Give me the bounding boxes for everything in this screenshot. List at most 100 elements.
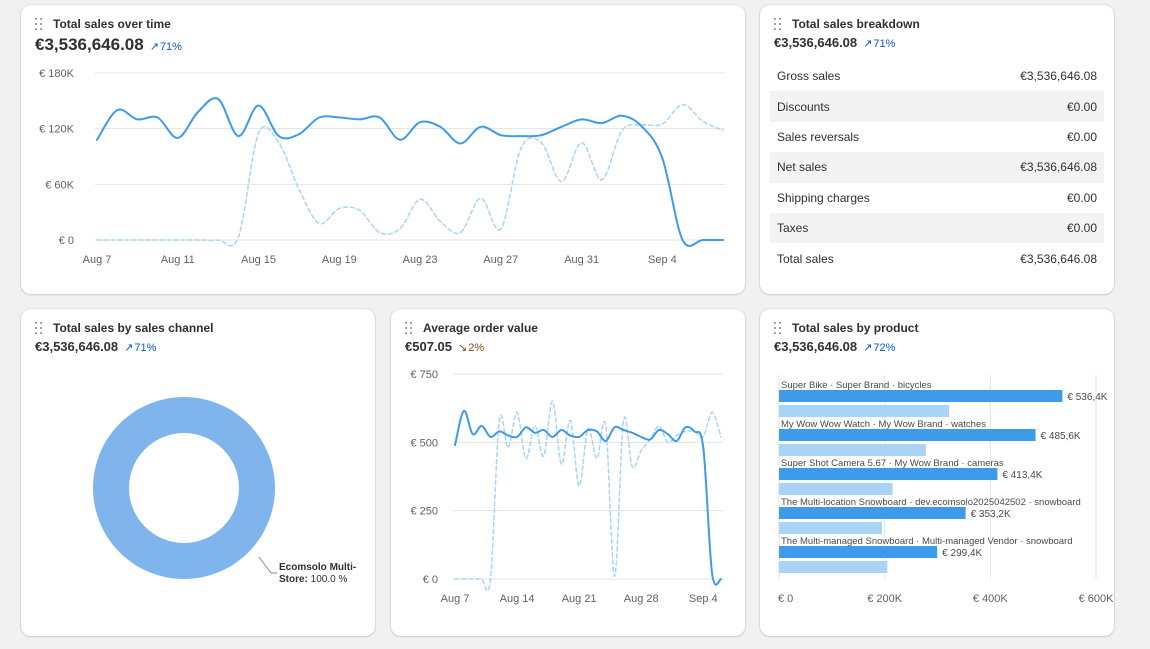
sales-by-channel-chart[interactable]: Ecomsolo Multi-Store: 100.0 % — [21, 309, 375, 636]
card-title[interactable]: Total sales by product — [792, 321, 919, 335]
metric-value: €507.05 — [405, 339, 452, 354]
y-tick-label: € 120K — [39, 124, 75, 136]
row-value: €0.00 — [1066, 99, 1097, 114]
y-tick-label: € 250 — [410, 506, 438, 518]
y-tick-label: € 60K — [45, 179, 74, 191]
x-tick-label: Aug 21 — [562, 593, 597, 605]
bar-primary — [779, 468, 998, 480]
bar-comparison — [779, 405, 950, 417]
x-tick-label: Aug 14 — [500, 593, 535, 605]
leader-line — [258, 556, 277, 574]
drag-handle-icon[interactable] — [405, 322, 415, 334]
bar-category-label: Super Shot Camera 5.67 · My Wow Brand · … — [781, 458, 1004, 469]
table-row: Sales reversals €0.00 — [770, 122, 1104, 152]
arrow-up-right-icon: ↗ — [863, 38, 873, 50]
trend-badge: ↗72% — [863, 342, 896, 354]
bar-value-label: € 353,2K — [971, 509, 1011, 520]
bar-comparison — [779, 522, 883, 534]
bar-value-label: € 413,4K — [1002, 470, 1042, 481]
drag-handle-icon[interactable] — [774, 322, 784, 334]
trend-badge: ↗71% — [149, 41, 182, 53]
x-tick-label: Aug 7 — [83, 254, 112, 266]
bar-comparison — [779, 483, 893, 495]
row-value: €3,536,646.08 — [1020, 160, 1097, 175]
arrow-up-right-icon: ↗ — [863, 342, 873, 354]
slice-label: Ecomsolo Multi- — [279, 562, 356, 573]
average-order-value-chart[interactable]: € 0 € 250 € 500 € 750 Aug 7 Aug 14 Aug 21 Aug 2… — [391, 309, 745, 636]
trend-badge: ↗71% — [863, 38, 896, 50]
bar-value-label: € 299,4K — [942, 548, 982, 559]
sales-over-time-card: Total sales over time €3,536,646.08 ↗71%… — [21, 5, 745, 294]
table-row: Gross sales €3,536,646.08 — [770, 61, 1104, 91]
card-title[interactable]: Total sales by sales channel — [53, 321, 214, 335]
row-label: Discounts — [777, 99, 830, 114]
x-tick-label: € 400K — [973, 593, 1009, 605]
y-tick-label: € 750 — [410, 369, 438, 381]
row-value: €0.00 — [1066, 129, 1097, 144]
table-row: Discounts €0.00 — [770, 91, 1104, 122]
drag-handle-icon[interactable] — [774, 18, 784, 30]
row-value: €3,536,646.08 — [1020, 69, 1097, 84]
row-label: Total sales — [777, 251, 834, 266]
bar-category-label: The Multi-managed Snowboard · Multi-mana… — [781, 536, 1073, 547]
table-row: Total sales €3,536,646.08 — [770, 243, 1104, 273]
metric-value: €3,536,646.08 — [774, 339, 858, 354]
arrow-down-right-icon: ↘ — [458, 342, 468, 354]
row-value: €0.00 — [1066, 190, 1097, 205]
sales-by-product-card: Total sales by product €3,536,646.08 ↗72… — [760, 309, 1114, 636]
x-tick-label: Aug 28 — [624, 593, 659, 605]
bar-value-label: € 536,4K — [1067, 392, 1107, 403]
bar-category-label: My Wow Wow Watch · My Wow Brand · watche… — [781, 419, 986, 430]
card-title[interactable]: Total sales breakdown — [792, 17, 920, 31]
arrow-up-right-icon: ↗ — [124, 342, 134, 354]
x-tick-label: Aug 31 — [564, 254, 599, 266]
bar-primary — [779, 429, 1036, 441]
x-tick-label: Aug 7 — [441, 593, 470, 605]
table-row: Net sales €3,536,646.08 — [770, 152, 1104, 183]
y-tick-label: € 0 — [59, 235, 74, 247]
arrow-up-right-icon: ↗ — [149, 41, 159, 53]
bar-primary — [779, 390, 1063, 402]
metric-value: €3,536,646.08 — [35, 35, 144, 54]
row-label: Taxes — [777, 221, 809, 236]
drag-handle-icon[interactable] — [35, 322, 45, 334]
bar-category-label: Super Bike · Super Brand · bicycles — [781, 380, 932, 391]
x-tick-label: € 200K — [867, 593, 903, 605]
bar-comparison — [779, 444, 926, 456]
comparison-series-line — [96, 103, 724, 247]
breakdown-table: Gross sales €3,536,646.08 Discounts €0.00 … — [770, 61, 1104, 274]
y-tick-label: € 0 — [423, 574, 438, 586]
x-tick-label: Aug 19 — [322, 254, 357, 266]
x-tick-label: Sep 4 — [648, 254, 677, 266]
card-title[interactable]: Total sales over time — [53, 17, 171, 31]
row-label: Shipping charges — [777, 190, 870, 205]
primary-series-line — [96, 97, 724, 247]
table-row: Taxes €0.00 — [770, 212, 1104, 244]
x-tick-label: Sep 4 — [689, 593, 718, 605]
bar-primary — [779, 507, 966, 519]
bar-category-label: The Multi-location Snowboard · dev.ecoms… — [781, 497, 1081, 508]
x-tick-label: € 600K — [1079, 593, 1114, 605]
trend-badge: ↗71% — [124, 342, 157, 354]
table-row: Shipping charges €0.00 — [770, 183, 1104, 213]
sales-over-time-chart[interactable]: € 0 € 60K € 120K € 180K Aug 7 Aug 11 Aug 15 Aug… — [21, 5, 745, 294]
y-tick-label: € 180K — [39, 68, 75, 80]
row-value: €3,536,646.08 — [1020, 251, 1097, 266]
x-tick-label: € 0 — [778, 593, 793, 605]
card-title[interactable]: Average order value — [423, 321, 538, 335]
sales-by-product-chart[interactable]: € 0 € 200K € 400K € 600K Super Bike · Super … — [760, 309, 1114, 636]
x-tick-label: Aug 11 — [161, 254, 195, 266]
metric-value: €3,536,646.08 — [35, 339, 119, 354]
drag-handle-icon[interactable] — [35, 18, 45, 30]
row-label: Gross sales — [777, 69, 841, 84]
metric-value: €3,536,646.08 — [774, 35, 858, 50]
row-label: Sales reversals — [777, 129, 860, 144]
row-value: €0.00 — [1066, 221, 1097, 236]
trend-badge: ↘2% — [458, 342, 485, 354]
bar-primary — [779, 546, 938, 558]
x-tick-label: Aug 23 — [403, 254, 438, 266]
bar-value-label: € 485,6K — [1041, 431, 1081, 442]
row-label: Net sales — [777, 160, 828, 175]
x-tick-label: Aug 15 — [241, 254, 276, 266]
primary-series-line — [454, 409, 722, 586]
